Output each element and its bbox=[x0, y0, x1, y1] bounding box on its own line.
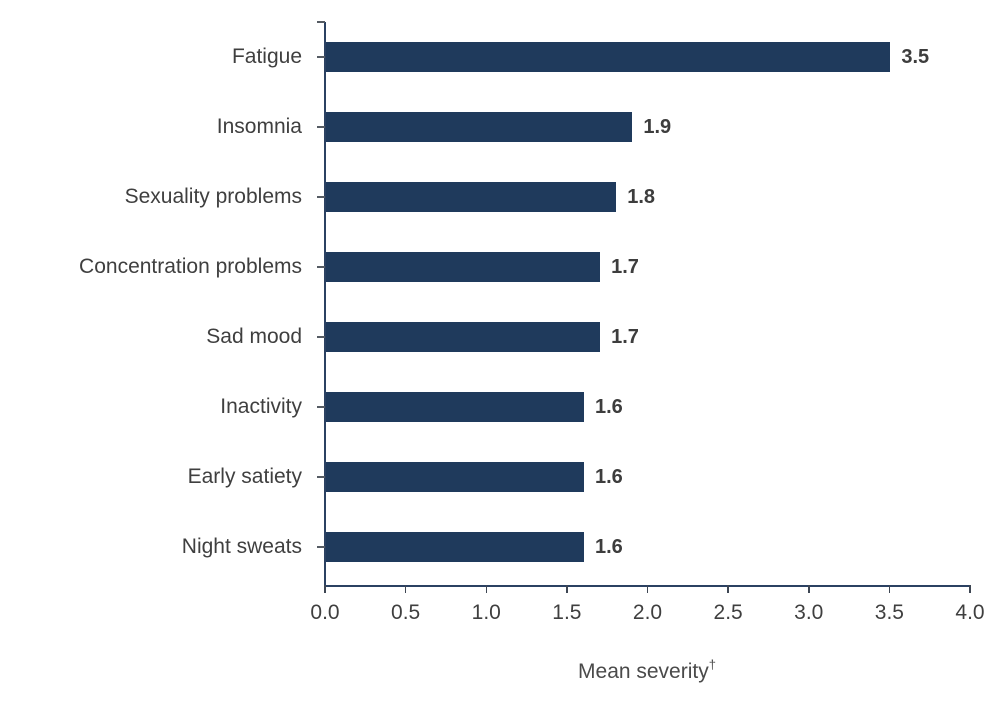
category-label: Sad mood bbox=[206, 325, 302, 348]
x-axis-tick bbox=[324, 585, 326, 593]
value-label: 1.9 bbox=[643, 116, 672, 138]
x-tick-label: 1.0 bbox=[471, 601, 501, 624]
x-tick-label: 3.0 bbox=[794, 601, 824, 624]
x-axis-tick bbox=[566, 585, 568, 593]
category-label: Fatigue bbox=[231, 45, 302, 68]
x-axis-title-dagger: † bbox=[708, 656, 716, 672]
category-tick bbox=[317, 266, 325, 268]
x-axis-tick bbox=[646, 585, 649, 593]
category-tick bbox=[317, 336, 325, 338]
x-axis-tick bbox=[485, 585, 487, 593]
value-label: 1.7 bbox=[611, 256, 639, 278]
bar bbox=[326, 322, 601, 352]
x-axis-tick bbox=[404, 585, 407, 593]
bar bbox=[326, 112, 633, 142]
x-tick-label: 0.5 bbox=[391, 601, 421, 624]
bar bbox=[326, 182, 617, 212]
x-axis-title: Mean severity† bbox=[447, 656, 847, 684]
x-tick-label: 2.0 bbox=[632, 601, 663, 624]
bar bbox=[326, 252, 601, 282]
category-label: Early satiety bbox=[187, 465, 302, 488]
x-axis-tick bbox=[808, 585, 810, 593]
bar bbox=[326, 532, 584, 562]
category-tick bbox=[317, 196, 325, 198]
category-tick bbox=[317, 56, 325, 58]
x-tick-label: 2.5 bbox=[713, 601, 743, 624]
y-axis-line bbox=[324, 22, 326, 585]
category-tick bbox=[317, 406, 325, 408]
value-label: 1.6 bbox=[595, 466, 623, 488]
value-label: 3.5 bbox=[901, 46, 930, 68]
bar bbox=[326, 42, 891, 72]
value-label: 1.6 bbox=[595, 396, 623, 418]
bar bbox=[326, 392, 584, 422]
value-label: 1.6 bbox=[595, 536, 623, 558]
x-tick-label: 1.5 bbox=[552, 601, 582, 624]
x-tick-label: 3.5 bbox=[874, 601, 904, 624]
category-label: Night sweats bbox=[181, 535, 302, 558]
category-label: Insomnia bbox=[216, 115, 302, 138]
x-axis-title-text: Mean severity bbox=[578, 660, 709, 683]
x-axis-tick bbox=[727, 585, 729, 593]
category-tick bbox=[317, 546, 325, 548]
category-label: Concentration problems bbox=[79, 255, 302, 278]
category-tick bbox=[317, 126, 325, 128]
category-label: Sexuality problems bbox=[124, 185, 302, 208]
x-axis-tick bbox=[888, 585, 891, 593]
y-axis-top-tick bbox=[317, 21, 325, 23]
x-tick-label: 0.0 bbox=[310, 601, 340, 624]
x-axis-tick bbox=[969, 585, 971, 593]
category-label: Inactivity bbox=[220, 395, 302, 418]
category-tick bbox=[317, 476, 325, 478]
x-tick-label: 4.0 bbox=[955, 601, 985, 624]
value-label: 1.7 bbox=[611, 326, 639, 348]
value-label: 1.8 bbox=[627, 186, 656, 208]
bar bbox=[326, 462, 584, 492]
